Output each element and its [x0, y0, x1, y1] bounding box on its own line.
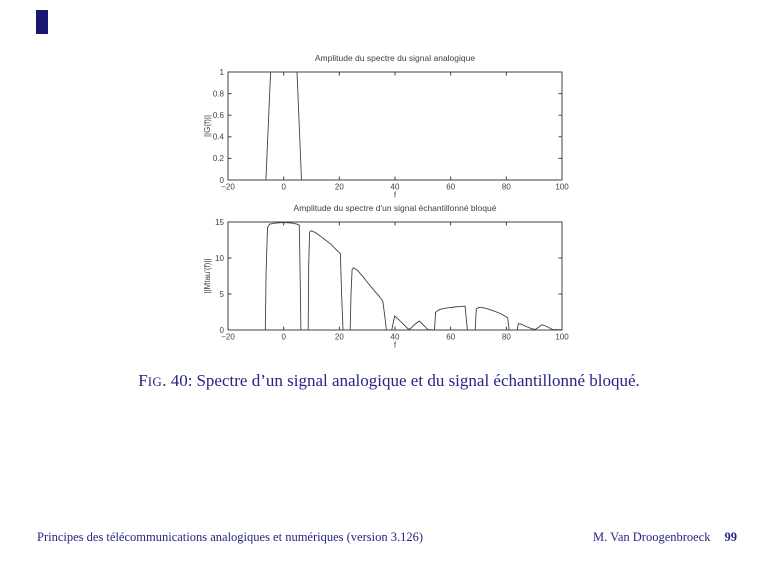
x-tick-label: 20	[335, 333, 344, 342]
x-tick-label: 100	[555, 333, 569, 342]
caption-fig-smallcaps: IG	[147, 374, 163, 389]
y-tick-label: 0.4	[213, 133, 225, 142]
figure-caption: FIG. 40: Spectre d’un signal analogique e…	[0, 371, 778, 391]
caption-text: Spectre d’un signal analogique et du sig…	[196, 371, 640, 390]
y-tick-label: 0	[220, 176, 225, 185]
x-tick-label: −20	[221, 333, 235, 342]
x-tick-label: 20	[335, 183, 344, 192]
x-tick-label: 0	[281, 333, 286, 342]
x-tick-label: 60	[446, 333, 455, 342]
footer-course-title: Principes des télécommunications analogi…	[37, 530, 424, 544]
chart-title: Amplitude du spectre d'un signal échanti…	[294, 203, 497, 213]
spectrum-curve	[228, 222, 563, 331]
y-tick-label: 0.6	[213, 111, 225, 120]
plot-box	[227, 71, 563, 181]
footer-author: M. Van Droogenbroeck	[593, 530, 711, 544]
footer-page-number: 99	[724, 530, 738, 544]
x-tick-label: 80	[502, 333, 511, 342]
x-tick-label: 100	[555, 183, 569, 192]
y-tick-label: 0.2	[213, 154, 225, 163]
x-axis-label: f	[394, 341, 397, 350]
x-tick-label: −20	[221, 183, 235, 192]
y-tick-label: 1	[220, 68, 225, 77]
caption-fig-letter: F	[138, 371, 148, 390]
x-tick-label: 0	[281, 183, 286, 192]
y-tick-label: 15	[215, 218, 224, 227]
plot-box	[227, 221, 563, 331]
spectrum-curve	[228, 71, 562, 181]
y-tick-label: 0.8	[213, 89, 225, 98]
chart-title: Amplitude du spectre du signal analogiqu…	[315, 53, 475, 63]
caption-fig-number: . 40:	[162, 371, 193, 390]
slide-corner-marker	[36, 10, 48, 34]
y-tick-label: 0	[220, 326, 225, 335]
y-axis-label: ||Mtau'(f)||	[203, 258, 212, 293]
y-tick-label: 10	[215, 254, 224, 263]
x-tick-label: 60	[446, 183, 455, 192]
x-tick-label: 40	[391, 333, 400, 342]
x-axis-label: f	[394, 191, 397, 200]
x-tick-label: 40	[391, 183, 400, 192]
y-axis-label: ||G(f)||	[203, 115, 212, 137]
footer-author-page: M. Van Droogenbroeck 99	[593, 530, 737, 545]
y-tick-label: 5	[220, 290, 225, 299]
x-tick-label: 80	[502, 183, 511, 192]
